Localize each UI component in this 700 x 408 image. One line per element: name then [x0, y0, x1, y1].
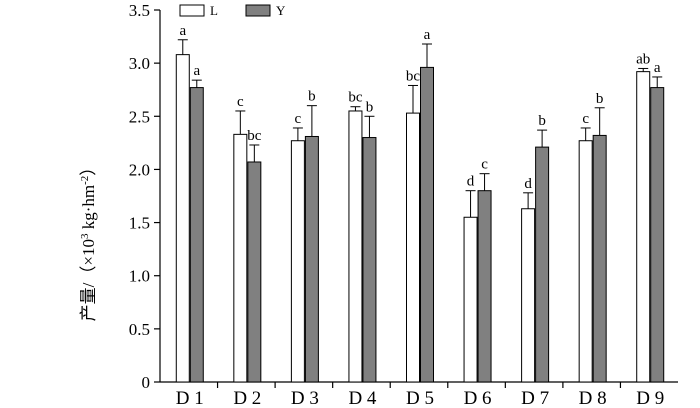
bar-L-4	[348, 110, 363, 383]
x-category-label: D 9	[636, 388, 664, 408]
significance-letter: d	[524, 176, 532, 192]
y-tick-label: 3.5	[129, 1, 150, 20]
bar-Y-7	[535, 146, 550, 383]
significance-letter: b	[308, 89, 316, 105]
bar-Y-6	[477, 190, 492, 383]
significance-letter: b	[538, 113, 546, 129]
significance-letter: d	[467, 174, 475, 190]
significance-letter: b	[596, 91, 604, 107]
significance-letter: c	[481, 157, 488, 173]
bar-Y-5	[420, 66, 434, 383]
y-ticks: 0 0.5 1.0 1.5 2.0 2.5 3.0 3.5	[129, 1, 160, 392]
y-tick-label: 1.0	[129, 267, 150, 286]
bar-L-3	[290, 140, 305, 383]
legend-swatch-Y	[245, 4, 271, 17]
significance-letter: a	[654, 60, 661, 76]
legend-swatch-L	[179, 4, 205, 17]
bar-Y-1	[189, 87, 204, 383]
y-tick-label: 0	[142, 373, 151, 392]
significance-letter: ab	[636, 51, 650, 67]
bar-L-7	[521, 208, 536, 383]
bar-Y-2	[247, 161, 262, 383]
category-labels: D 1 D 2 D 3 D 4 D 5 D 6 D 7 D 8 D 9	[176, 382, 664, 408]
x-category-label: D 5	[406, 388, 434, 408]
bar-L-8	[578, 140, 593, 383]
significance-letter: a	[424, 27, 431, 43]
y-tick-label: 0.5	[129, 320, 150, 339]
significance-letter: c	[582, 111, 589, 127]
significance-letter: bc	[247, 128, 262, 144]
x-category-label: D 2	[233, 388, 261, 408]
significance-letter: c	[295, 111, 302, 127]
legend-label-L: L	[210, 3, 218, 18]
legend-label-Y: Y	[276, 3, 286, 18]
bar-Y-9	[650, 87, 665, 383]
significance-letter: b	[366, 99, 374, 115]
bar-Y-4	[362, 137, 377, 383]
bar-L-5	[406, 112, 420, 383]
bar-L-1	[175, 54, 190, 383]
x-category-label: D 8	[579, 388, 607, 408]
bar-Y-3	[304, 135, 319, 383]
significance-letter: bc	[348, 90, 363, 106]
bar-L-6	[463, 216, 478, 383]
y-tick-label: 1.5	[129, 214, 150, 233]
significance-letter: bc	[406, 68, 421, 84]
significance-letter: c	[237, 94, 244, 110]
y-tick-label: 2.0	[129, 160, 150, 179]
x-category-label: D 4	[348, 388, 376, 408]
significance-letter: a	[179, 23, 186, 39]
x-category-label: D 1	[176, 388, 204, 408]
significance-letter: a	[193, 63, 200, 79]
bar-L-9	[636, 71, 651, 383]
x-category-label: D 3	[291, 388, 319, 408]
y-tick-label: 2.5	[129, 107, 150, 126]
bar-L-2	[233, 133, 248, 383]
x-category-label: D 7	[521, 388, 549, 408]
y-axis-label: 产量/（×103 kg·hm-2）	[79, 159, 98, 322]
bar-Y-8	[592, 134, 607, 383]
y-tick-label: 3.0	[129, 54, 150, 73]
x-category-label: D 6	[464, 388, 492, 408]
